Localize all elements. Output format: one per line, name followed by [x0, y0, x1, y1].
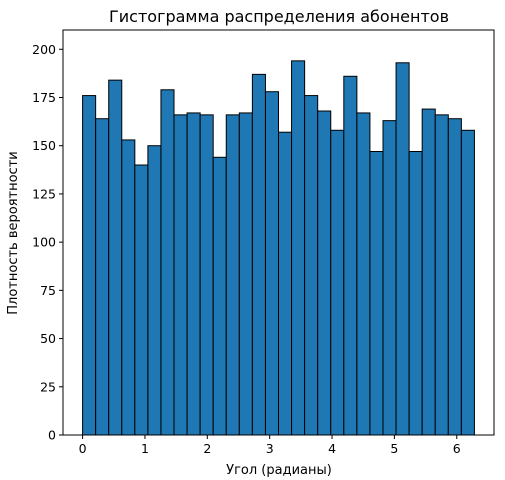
histogram-bar [225, 114, 240, 436]
histogram-bar [395, 62, 410, 436]
y-axis-label: Плотность вероятности [6, 151, 21, 314]
histogram-bar [356, 112, 371, 436]
histogram-bar [278, 131, 293, 436]
histogram-bar [160, 89, 175, 436]
y-tick-label: 25 [40, 379, 56, 394]
histogram-bar [173, 114, 188, 436]
histogram-bar [147, 145, 162, 436]
histogram-bar [238, 112, 253, 436]
y-axis-ticks: 0 25 50 75 100 125 150 175 200 [32, 42, 63, 443]
x-axis-label: Угол (радианы) [226, 463, 332, 478]
y-tick-label: 175 [32, 90, 56, 105]
histogram-bar [434, 114, 449, 436]
histogram-bar [330, 129, 345, 436]
histogram-bar [317, 110, 332, 436]
x-tick-label: 1 [141, 441, 149, 456]
x-tick-label: 2 [203, 441, 211, 456]
axes-frame [62, 29, 495, 436]
bars-group [82, 60, 475, 436]
x-tick-label: 3 [266, 441, 274, 456]
x-axis-ticks: 0 1 2 3 4 5 6 [79, 435, 461, 456]
y-tick-label: 75 [40, 283, 56, 298]
x-tick-label: 0 [79, 441, 87, 456]
histogram-bar [212, 156, 227, 436]
histogram-bar [121, 139, 136, 436]
histogram-bar [251, 73, 266, 436]
histogram-bar [186, 112, 201, 436]
y-tick-label: 125 [32, 186, 56, 201]
histogram-bar [460, 129, 475, 436]
histogram-bar [108, 79, 123, 436]
histogram-bar [291, 60, 306, 436]
y-tick-label: 0 [48, 428, 56, 443]
histogram-bar [264, 91, 280, 436]
x-tick-label: 6 [453, 441, 461, 456]
histogram-bar [82, 95, 97, 436]
histogram-bar [447, 118, 462, 436]
y-tick-label: 50 [40, 331, 56, 346]
histogram-bar [95, 118, 110, 436]
x-tick-label: 5 [390, 441, 398, 456]
y-tick-label: 150 [32, 138, 56, 153]
histogram-bar [199, 114, 214, 436]
histogram-bar [134, 164, 149, 436]
y-tick-label: 200 [32, 42, 56, 57]
histogram-bar [343, 75, 358, 436]
histogram-bar [369, 151, 384, 436]
y-tick-label: 100 [32, 235, 56, 250]
histogram-bar [382, 120, 397, 436]
chart-title: Гистограмма распределения абонентов [109, 7, 449, 26]
histogram-bar [408, 151, 423, 436]
histogram-bar [304, 95, 319, 436]
x-tick-label: 4 [328, 441, 336, 456]
histogram-bar [421, 108, 436, 436]
